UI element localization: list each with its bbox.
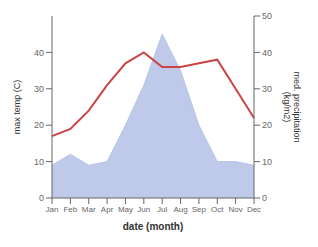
svg-text:40: 40 (262, 48, 272, 58)
svg-text:Jan: Jan (46, 205, 59, 214)
svg-text:Mar: Mar (82, 205, 96, 214)
svg-text:40: 40 (34, 48, 44, 58)
svg-text:Oct: Oct (211, 205, 224, 214)
svg-text:0: 0 (262, 193, 267, 203)
svg-text:50: 50 (262, 11, 272, 21)
svg-text:10: 10 (34, 157, 44, 167)
svg-text:max temp (C): max temp (C) (12, 80, 22, 135)
svg-text:date (month): date (month) (123, 221, 184, 232)
svg-text:Jul: Jul (157, 205, 167, 214)
svg-text:0: 0 (39, 193, 44, 203)
svg-text:20: 20 (34, 120, 44, 130)
svg-text:Jun: Jun (137, 205, 150, 214)
svg-text:May: May (118, 205, 133, 214)
svg-text:med. precipitation(kg/m2): med. precipitation(kg/m2) (282, 71, 302, 142)
svg-text:Aug: Aug (173, 205, 187, 214)
svg-text:Feb: Feb (63, 205, 77, 214)
svg-text:30: 30 (34, 84, 44, 94)
svg-text:Nov: Nov (229, 205, 243, 214)
svg-text:10: 10 (262, 157, 272, 167)
svg-text:30: 30 (262, 84, 272, 94)
svg-text:20: 20 (262, 120, 272, 130)
svg-text:Sep: Sep (192, 205, 207, 214)
svg-text:Apr: Apr (101, 205, 114, 214)
svg-text:Dec: Dec (247, 205, 261, 214)
